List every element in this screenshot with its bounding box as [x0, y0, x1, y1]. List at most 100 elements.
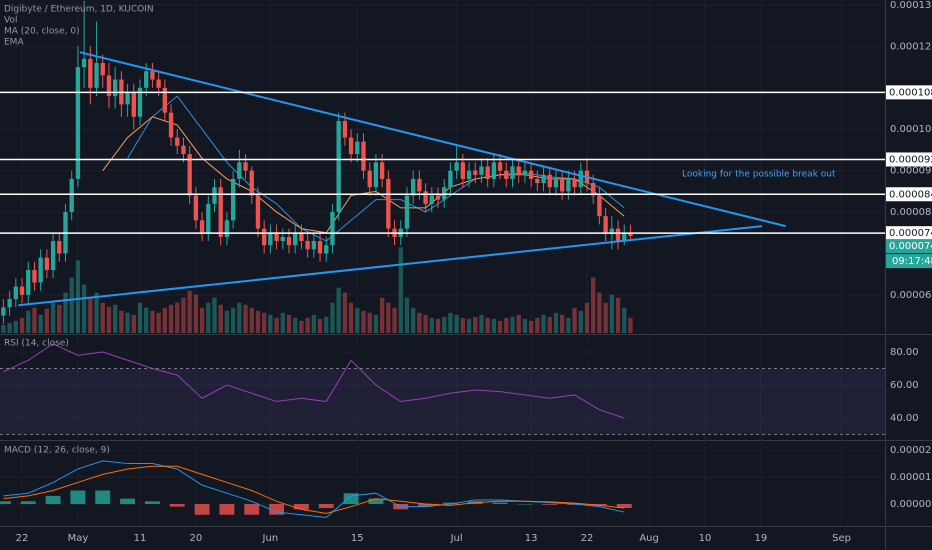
volume-bar: [199, 307, 205, 333]
candle-body: [355, 141, 360, 155]
macd-histogram-bar: [45, 495, 61, 504]
pane-title: RSI (14, close): [4, 339, 69, 349]
candle-body: [175, 137, 180, 146]
candle-body: [479, 166, 484, 175]
volume-bar: [454, 314, 459, 333]
candle-body: [212, 187, 217, 204]
volume-bar: [119, 310, 124, 333]
candle-body: [535, 178, 540, 184]
x-tick-label: 20: [190, 533, 203, 544]
macd-histogram-bar: [517, 503, 533, 505]
volume-bar: [460, 317, 466, 333]
macd-histogram-bar: [442, 502, 458, 504]
volume-bar: [44, 308, 50, 333]
volume-bar: [466, 318, 472, 333]
legend-entry: Vol: [4, 16, 17, 26]
candle-body: [429, 195, 434, 204]
candle-body: [491, 162, 497, 179]
candle-body: [137, 87, 143, 117]
macd-histogram-bar: [0, 501, 11, 504]
candle-body: [44, 257, 50, 271]
volume-bar: [485, 317, 490, 333]
macd-histogram-bar: [492, 502, 508, 504]
candle-body: [243, 162, 248, 171]
volume-bar: [94, 292, 99, 333]
rsi-band: [0, 368, 885, 435]
candle-body: [367, 170, 372, 188]
volume-bar: [224, 310, 230, 333]
macd-histogram-bar: [169, 503, 185, 507]
y-tick-label: 60.00: [890, 380, 919, 391]
candle-body: [435, 195, 441, 200]
candle-body: [628, 232, 633, 237]
volume-bar: [429, 317, 434, 333]
macd-histogram-bar: [194, 503, 210, 515]
y-tick-label: 0.0000800: [890, 207, 932, 218]
candle-body: [336, 120, 341, 213]
x-tick-label: Jul: [450, 533, 463, 544]
volume-bar: [150, 310, 155, 333]
volume-bar: [57, 304, 62, 333]
volume-bar: [193, 294, 199, 333]
candle-body: [280, 236, 285, 242]
volume-bar: [100, 302, 105, 333]
candle-body: [168, 112, 174, 138]
candle-body: [305, 241, 310, 250]
annotation: Looking for the possible break out: [682, 170, 836, 180]
rsi-line: [3, 343, 625, 419]
candle-body: [404, 195, 410, 229]
candle-body: [473, 170, 478, 175]
volume-bar: [379, 297, 385, 333]
trendline: [18, 225, 763, 307]
volume-bar: [38, 314, 43, 333]
volume-bar: [504, 317, 509, 333]
volume-bar: [541, 314, 546, 333]
volume-bar: [112, 304, 118, 333]
candle-body: [510, 166, 515, 179]
candle-body: [460, 162, 466, 179]
signal-line: [3, 465, 625, 514]
candle-body: [237, 162, 242, 179]
volume-bar: [63, 292, 68, 333]
candle-body: [50, 241, 56, 271]
marks: [0, 0, 885, 518]
candle-body: [609, 228, 615, 233]
x-tick-label: Aug: [639, 533, 659, 544]
candle-body: [553, 178, 559, 188]
candle-body: [466, 170, 472, 179]
candle-body: [274, 232, 279, 242]
volume-bar: [32, 307, 37, 333]
volume-bar: [479, 314, 484, 333]
candle-body: [100, 62, 105, 76]
candle-body: [448, 170, 453, 188]
candle-body: [559, 178, 565, 192]
volume-bar: [516, 314, 521, 333]
candle-body: [485, 166, 490, 179]
macd-histogram-bar: [20, 501, 36, 504]
macd-histogram-bar: [368, 498, 384, 504]
x-tick-label: 10: [699, 533, 712, 544]
level-label-box: [886, 85, 932, 100]
candle-body: [230, 178, 236, 221]
level-label: 0.0000749: [889, 228, 932, 239]
candle-body: [591, 183, 596, 196]
candle-body: [69, 178, 74, 213]
volume-bar: [106, 306, 112, 333]
candle-body: [293, 232, 298, 246]
candle-body: [261, 228, 267, 246]
volume-bar: [609, 294, 615, 333]
volume-bar: [355, 307, 360, 333]
volume-bar: [261, 312, 267, 333]
candle-body: [311, 241, 317, 250]
volume-bar: [81, 284, 87, 333]
candle-body: [522, 170, 528, 175]
volume-bar: [373, 314, 379, 333]
candle-body: [572, 178, 577, 188]
y-tick-label: 40.00: [890, 413, 919, 424]
volume-bar: [547, 316, 552, 333]
volume-bar: [168, 304, 174, 333]
y-tick-label: 0.0000900: [890, 166, 932, 177]
candle-body: [622, 232, 627, 242]
volume-bar: [566, 317, 571, 333]
